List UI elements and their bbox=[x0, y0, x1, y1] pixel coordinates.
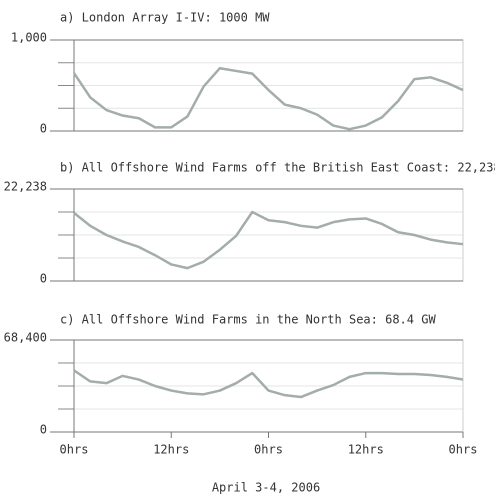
x-tick-label: 0hrs bbox=[449, 443, 478, 457]
y-tick-label: 0 bbox=[40, 122, 47, 136]
y-tick-label: 68,400 bbox=[4, 331, 47, 345]
chart-title: a) London Array I-IV: 1000 MW bbox=[60, 11, 270, 25]
chart-title: b) All Offshore Wind Farms off the Briti… bbox=[60, 161, 495, 175]
x-tick-label: 12hrs bbox=[153, 443, 189, 457]
y-tick-label: 22,238 bbox=[4, 180, 47, 194]
x-tick-label: 12hrs bbox=[348, 443, 384, 457]
series-line bbox=[73, 210, 464, 270]
x-tick-label: 0hrs bbox=[60, 443, 89, 457]
series-line bbox=[72, 66, 464, 131]
y-tick-label: 0 bbox=[40, 423, 47, 437]
x-tick-label: 0hrs bbox=[254, 443, 283, 457]
series-line bbox=[73, 369, 464, 399]
y-tick-label: 0 bbox=[40, 272, 47, 286]
y-tick-label: 1,000 bbox=[11, 31, 47, 45]
x-axis-label: April 3-4, 2006 bbox=[212, 481, 320, 495]
chart-title: c) All Offshore Wind Farms in the North … bbox=[60, 313, 436, 327]
